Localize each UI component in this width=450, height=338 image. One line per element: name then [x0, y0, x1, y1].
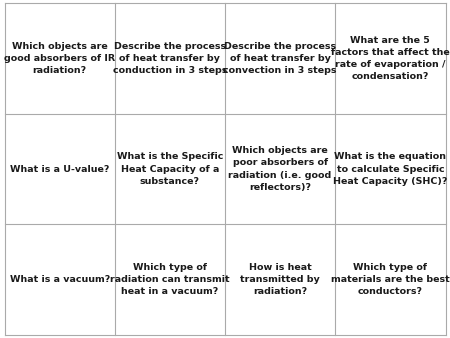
- Text: What is the Specific
Heat Capacity of a
substance?: What is the Specific Heat Capacity of a …: [117, 152, 223, 186]
- Text: What are the 5
factors that affect the
rate of evaporation /
condensation?: What are the 5 factors that affect the r…: [331, 36, 450, 81]
- Text: Which objects are
good absorbers of IR
radiation?: Which objects are good absorbers of IR r…: [4, 42, 115, 75]
- Text: What is a U-value?: What is a U-value?: [10, 165, 109, 173]
- Text: Which objects are
poor absorbers of
radiation (i.e. good
reflectors)?: Which objects are poor absorbers of radi…: [229, 146, 332, 192]
- Text: What is a vacuum?: What is a vacuum?: [9, 275, 110, 284]
- Text: Which type of
radiation can transmit
heat in a vacuum?: Which type of radiation can transmit hea…: [110, 263, 230, 296]
- Text: Which type of
materials are the best
conductors?: Which type of materials are the best con…: [331, 263, 450, 296]
- Text: How is heat
transmitted by
radiation?: How is heat transmitted by radiation?: [240, 263, 320, 296]
- Text: What is the equation
to calculate Specific
Heat Capacity (SHC)?: What is the equation to calculate Specif…: [333, 152, 448, 186]
- Text: Describe the process
of heat transfer by
conduction in 3 steps: Describe the process of heat transfer by…: [112, 42, 227, 75]
- Text: Describe the process
of heat transfer by
convection in 3 steps: Describe the process of heat transfer by…: [223, 42, 337, 75]
